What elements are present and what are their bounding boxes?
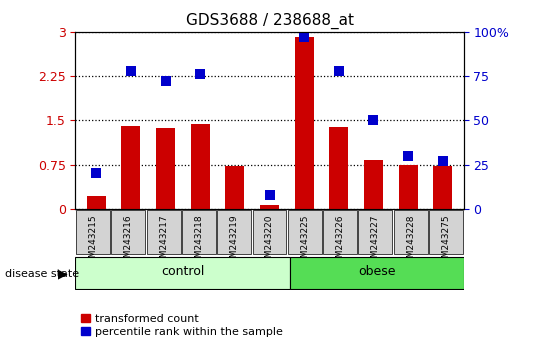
Text: GSM243226: GSM243226 [336,215,344,269]
Bar [253,210,286,254]
Text: GSM243216: GSM243216 [124,215,133,269]
Text: GSM243217: GSM243217 [159,215,168,269]
Bar [393,210,427,254]
Bar [87,196,106,209]
Bar [182,210,216,254]
Legend: transformed count, percentile rank within the sample: transformed count, percentile rank withi… [81,314,284,337]
Bar [288,210,322,254]
Text: GSM243275: GSM243275 [441,215,451,269]
Text: control: control [161,266,205,278]
Text: GSM243219: GSM243219 [230,215,239,269]
Bar [329,127,348,209]
Bar [260,205,279,209]
Text: disease state: disease state [5,269,80,279]
Bar [121,126,141,209]
Bar [295,37,314,209]
Text: obese: obese [358,266,396,278]
Bar [112,210,146,254]
Bar [358,210,392,254]
Bar [429,210,463,254]
Bar [191,125,210,209]
Bar [225,166,244,209]
Text: GSM243215: GSM243215 [88,215,98,269]
Bar [217,210,251,254]
Bar [156,128,175,209]
Text: GSM243227: GSM243227 [371,215,380,269]
Bar [75,257,291,289]
Title: GDS3688 / 238688_at: GDS3688 / 238688_at [185,13,354,29]
Bar [291,257,464,289]
Bar [323,210,357,254]
Text: GSM243218: GSM243218 [195,215,203,269]
Bar [147,210,181,254]
Bar [398,165,418,209]
Bar [433,166,452,209]
Bar [76,210,110,254]
Text: ▶: ▶ [58,268,67,281]
Bar [364,160,383,209]
Text: GSM243225: GSM243225 [300,215,309,269]
Text: GSM243220: GSM243220 [265,215,274,269]
Text: GSM243228: GSM243228 [406,215,415,269]
